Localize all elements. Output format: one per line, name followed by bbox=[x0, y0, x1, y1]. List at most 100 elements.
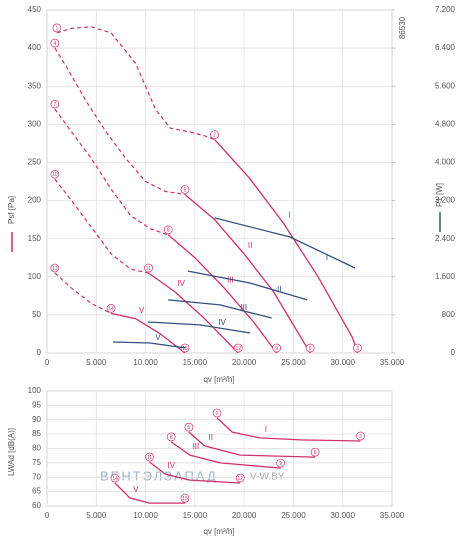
y-axis-label: Psf [Pa] bbox=[7, 196, 16, 224]
curve-label: I bbox=[265, 425, 267, 434]
point-label: 6 bbox=[314, 450, 317, 456]
y-tick-label: 250 bbox=[28, 158, 42, 167]
stall-line bbox=[54, 47, 186, 196]
plot-frame bbox=[46, 9, 393, 354]
point-label: 13 bbox=[52, 266, 58, 272]
point-label: 2 bbox=[213, 132, 216, 138]
x-tick-label: 20.000 bbox=[232, 511, 257, 520]
curve-label: III bbox=[193, 442, 200, 451]
curve-label: II bbox=[208, 433, 212, 442]
point-label: 15 bbox=[182, 346, 188, 352]
curve-label: V bbox=[155, 333, 161, 342]
point-marker bbox=[356, 431, 365, 441]
stall-line bbox=[54, 178, 149, 274]
point-label: 7 bbox=[53, 102, 56, 108]
curve bbox=[188, 431, 316, 458]
point-label: 12 bbox=[237, 476, 243, 482]
y-tick-label: 80 bbox=[32, 444, 41, 453]
point-label: 9 bbox=[275, 346, 278, 352]
point-marker bbox=[50, 169, 60, 179]
point-marker bbox=[276, 458, 285, 468]
y-tick-label: 90 bbox=[32, 415, 41, 424]
curve bbox=[110, 312, 186, 354]
point-label: 8 bbox=[170, 435, 173, 441]
x-axis-label: qv [m³/h] bbox=[203, 375, 234, 384]
x-tick-label: 5.000 bbox=[86, 358, 107, 367]
point-marker bbox=[180, 493, 190, 503]
power-curve bbox=[147, 321, 251, 334]
y-tick-label: 100 bbox=[28, 386, 42, 395]
point-marker bbox=[106, 304, 116, 313]
y2-tick-label: 4.000 bbox=[435, 158, 456, 167]
y2-tick-label: 0 bbox=[451, 348, 456, 357]
x-tick-label: 30.000 bbox=[330, 511, 355, 520]
y-tick-label: 300 bbox=[28, 119, 42, 128]
y2-tick-label: 7.200 bbox=[435, 5, 456, 14]
point-label: 10 bbox=[52, 172, 58, 178]
x-axis-label: qv [m³/h] bbox=[203, 527, 234, 536]
y2-tick-label: 5.600 bbox=[435, 81, 456, 90]
point-marker bbox=[166, 432, 176, 442]
curve-label: V bbox=[133, 485, 139, 494]
x-tick-label: 25.000 bbox=[281, 358, 306, 367]
point-marker bbox=[212, 408, 222, 418]
curve-label: IV bbox=[218, 318, 226, 327]
point-marker bbox=[50, 38, 60, 48]
point-marker bbox=[50, 99, 60, 109]
point-marker bbox=[272, 343, 282, 353]
point-label: 8 bbox=[167, 228, 170, 234]
y-tick-label: 350 bbox=[28, 81, 42, 90]
power-curve bbox=[214, 217, 356, 269]
point-label: 1 bbox=[55, 26, 58, 32]
y-tick-label: 400 bbox=[28, 43, 42, 52]
point-label: 11 bbox=[146, 266, 151, 272]
curve bbox=[214, 139, 359, 354]
stall-line bbox=[56, 26, 215, 141]
y-tick-label: 0 bbox=[37, 348, 42, 357]
point-label: 4 bbox=[53, 41, 56, 47]
point-label: 5 bbox=[184, 187, 187, 193]
curve-label: III bbox=[240, 303, 247, 312]
point-label: 9 bbox=[279, 461, 282, 467]
point-marker bbox=[353, 343, 362, 353]
y2-tick-label: 4.800 bbox=[435, 119, 456, 128]
y2-tick-label: 2.400 bbox=[435, 234, 456, 243]
curve bbox=[216, 417, 361, 442]
x-tick-label: 5.000 bbox=[86, 511, 107, 520]
x-tick-label: 35.000 bbox=[380, 511, 405, 520]
curve bbox=[148, 272, 239, 354]
y2-tick-label: 1.600 bbox=[435, 272, 456, 281]
point-marker bbox=[235, 473, 245, 483]
y2-tick-label: 800 bbox=[442, 310, 456, 319]
y-tick-label: 100 bbox=[28, 272, 42, 281]
point-label: 11 bbox=[147, 455, 152, 461]
point-marker bbox=[210, 130, 219, 139]
y2-tick-label: 3.200 bbox=[435, 196, 456, 205]
x-tick-label: 25.000 bbox=[281, 511, 306, 520]
curve-label: IV bbox=[177, 279, 185, 288]
x-tick-label: 10.000 bbox=[133, 358, 158, 367]
power-curve bbox=[168, 299, 272, 319]
power-curve bbox=[187, 270, 308, 301]
x-tick-label: 15.000 bbox=[183, 358, 208, 367]
x-tick-label: 0 bbox=[45, 358, 50, 367]
curve-label: V bbox=[139, 306, 145, 315]
point-marker bbox=[184, 422, 194, 432]
curve bbox=[167, 234, 278, 354]
curve bbox=[170, 441, 281, 469]
y-tick-label: 75 bbox=[32, 458, 41, 467]
stall-line bbox=[54, 108, 169, 236]
curve-label: II bbox=[248, 241, 252, 250]
point-label: 14 bbox=[108, 306, 114, 312]
curve-label: I bbox=[288, 211, 290, 220]
x-tick-label: 20.000 bbox=[232, 358, 257, 367]
y2-axis-label: P1 [W] bbox=[435, 183, 444, 207]
y-tick-label: 150 bbox=[28, 234, 42, 243]
y-tick-label: 50 bbox=[32, 310, 41, 319]
y-tick-label: 60 bbox=[32, 501, 41, 510]
point-label: 3 bbox=[359, 434, 362, 440]
y-tick-label: 85 bbox=[32, 429, 41, 438]
point-marker bbox=[233, 343, 243, 353]
curve bbox=[184, 194, 311, 354]
